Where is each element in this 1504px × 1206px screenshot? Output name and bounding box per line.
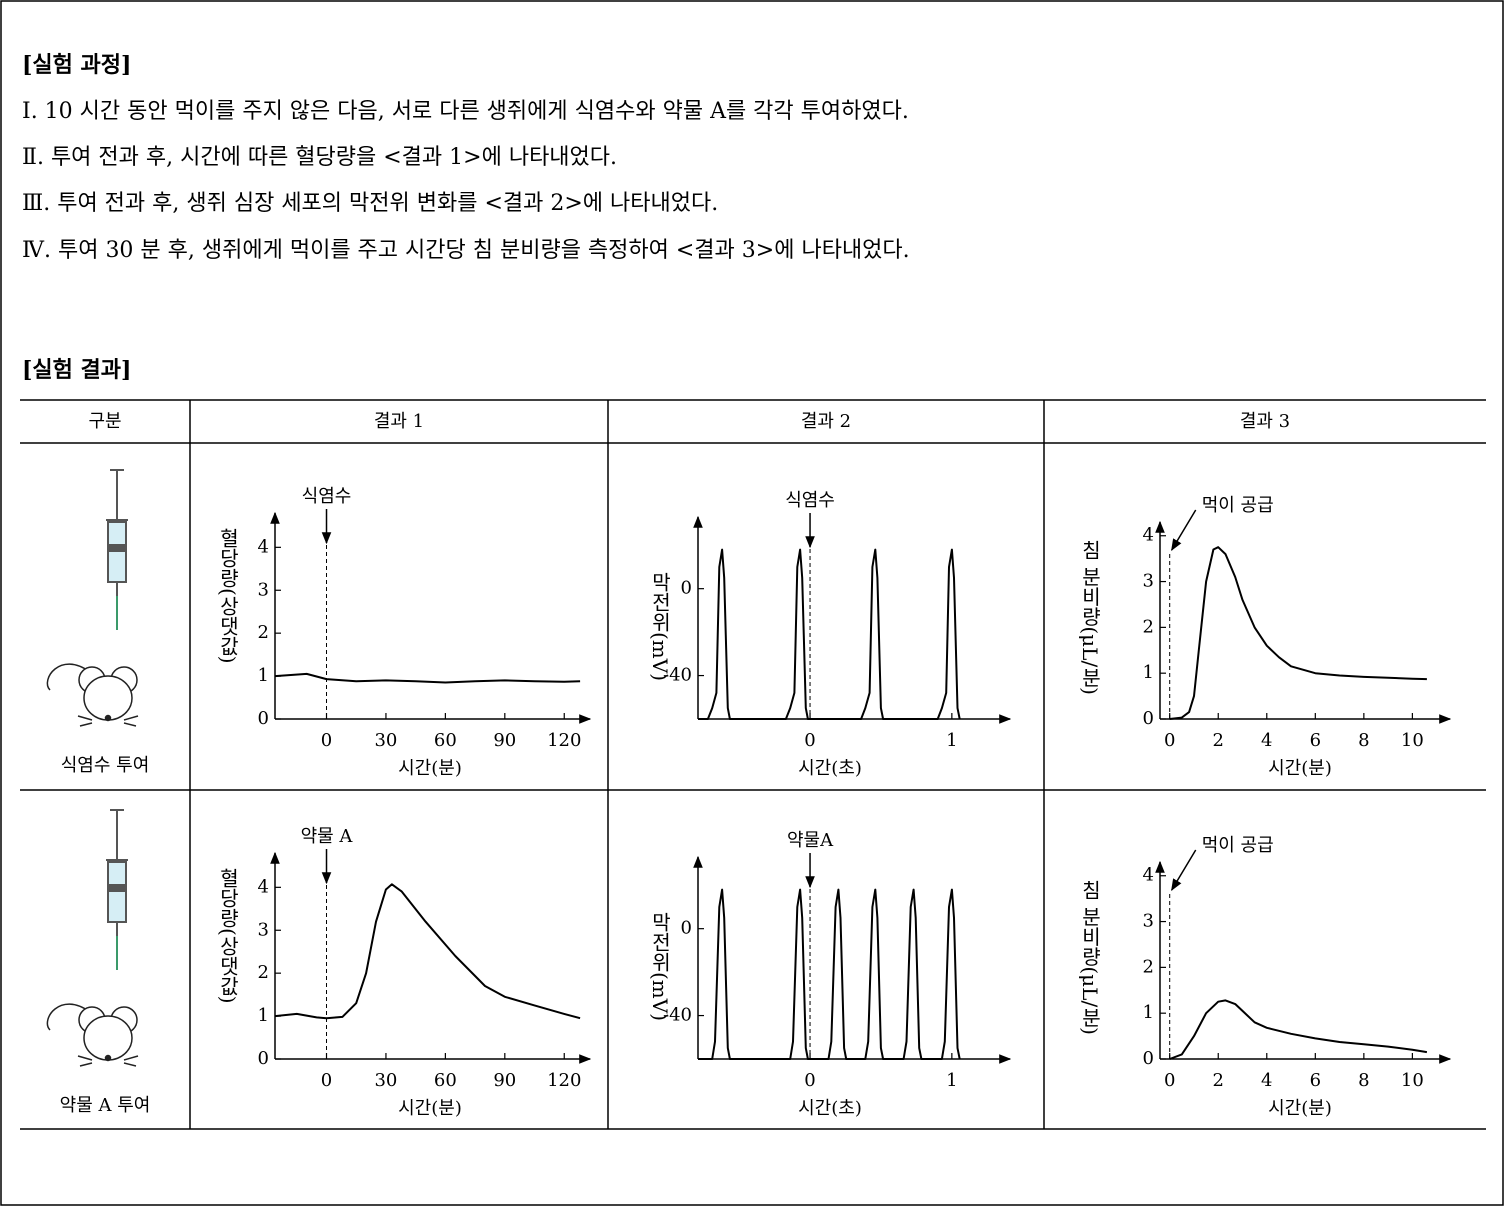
x-axis-label: 시간(분) <box>398 1098 462 1119</box>
procedure-step: Ⅲ. 투여 전과 후, 생쥐 심장 세포의 막전위 변화를 <결과 2>에 나타… <box>22 191 718 216</box>
x-tick-label: 2 <box>1213 730 1224 751</box>
y-tick-label: 1 <box>1143 662 1154 683</box>
x-axis-label: 시간(초) <box>798 758 862 779</box>
y-tick-label: 2 <box>258 962 269 983</box>
data-line <box>698 890 960 1059</box>
annotation: 약물 A <box>301 826 354 847</box>
y-tick-label: 4 <box>1143 525 1154 546</box>
y-tick-label: 2 <box>1143 956 1154 977</box>
annotation: 식염수 <box>785 490 835 511</box>
table-header: 결과 1 <box>374 411 424 432</box>
y-tick-label: 4 <box>258 876 269 897</box>
table-header: 구분 <box>88 411 121 432</box>
data-line <box>275 884 580 1018</box>
annotation: 먹이 공급 <box>1202 495 1274 516</box>
data-line <box>698 550 960 719</box>
data-line <box>1170 1000 1427 1059</box>
y-tick-label: 4 <box>1143 865 1154 886</box>
x-tick-label: 6 <box>1310 1070 1321 1091</box>
y-tick-label: 1 <box>258 665 269 686</box>
x-tick-label: 90 <box>493 730 516 751</box>
y-tick-label: 3 <box>1143 911 1154 932</box>
x-tick-label: 1 <box>946 1070 957 1091</box>
y-tick-label: 0 <box>258 1048 269 1069</box>
x-tick-label: 0 <box>804 730 815 751</box>
y-axis-label: 막전위(mV) <box>648 912 672 1021</box>
x-tick-label: 1 <box>946 730 957 751</box>
data-line <box>1170 547 1427 719</box>
procedure-title: [실험 과정] <box>22 52 131 78</box>
x-tick-label: 6 <box>1310 730 1321 751</box>
x-tick-label: 30 <box>374 1070 397 1091</box>
x-tick-label: 60 <box>434 1070 457 1091</box>
x-tick-label: 0 <box>1164 1070 1175 1091</box>
y-tick-label: 0 <box>681 918 692 939</box>
x-tick-label: 120 <box>547 1070 581 1091</box>
x-tick-label: 30 <box>374 730 397 751</box>
y-tick-label: 3 <box>1143 571 1154 592</box>
annotation-arrow <box>1172 850 1196 890</box>
x-tick-label: 4 <box>1261 1070 1272 1091</box>
x-tick-label: 10 <box>1401 1070 1424 1091</box>
y-tick-label: 2 <box>258 622 269 643</box>
y-tick-label: 3 <box>258 579 269 600</box>
annotation: 약물A <box>787 830 834 851</box>
y-tick-label: 0 <box>258 708 269 729</box>
row-label: 약물 A 투여 <box>60 1095 151 1116</box>
y-axis-label: 막전위(mV) <box>648 572 672 681</box>
y-tick-label: 3 <box>258 919 269 940</box>
y-tick-label: 1 <box>1143 1002 1154 1023</box>
y-axis-label: 침 분비량(μL/분) <box>1078 540 1102 695</box>
x-axis-label: 시간(분) <box>398 758 462 779</box>
procedure-step: Ⅱ. 투여 전과 후, 시간에 따른 혈당량을 <결과 1>에 나타내었다. <box>22 145 617 170</box>
y-tick-label: 0 <box>1143 1048 1154 1069</box>
procedure-step: Ⅳ. 투여 30 분 후, 생쥐에게 먹이를 주고 시간당 침 분비량을 측정하… <box>22 238 910 263</box>
x-tick-label: 120 <box>547 730 581 751</box>
icon <box>47 470 138 726</box>
y-tick-label: 0 <box>1143 708 1154 729</box>
y-tick-label: 0 <box>681 578 692 599</box>
annotation: 식염수 <box>302 486 352 507</box>
x-axis-label: 시간(분) <box>1268 1098 1332 1119</box>
results-title: [실험 결과] <box>22 357 131 383</box>
table-header: 결과 3 <box>1240 411 1290 432</box>
x-tick-label: 0 <box>804 1070 815 1091</box>
x-tick-label: 4 <box>1261 730 1272 751</box>
y-axis-label: 혈당량(상댓값) <box>216 868 240 1004</box>
y-tick-label: 2 <box>1143 616 1154 637</box>
x-tick-label: 0 <box>1164 730 1175 751</box>
x-axis-label: 시간(분) <box>1268 758 1332 779</box>
x-tick-label: 60 <box>434 730 457 751</box>
x-tick-label: 0 <box>321 1070 332 1091</box>
y-axis-label: 혈당량(상댓값) <box>216 528 240 664</box>
x-tick-label: 10 <box>1401 730 1424 751</box>
x-tick-label: 2 <box>1213 1070 1224 1091</box>
x-tick-label: 8 <box>1358 1070 1369 1091</box>
table-header: 결과 2 <box>801 411 851 432</box>
icon <box>47 810 138 1066</box>
page: [실험 과정] Ⅰ. 10 시간 동안 먹이를 주지 않은 다음, 서로 다른 … <box>0 0 1504 1206</box>
y-axis-label: 침 분비량(μL/분) <box>1078 880 1102 1035</box>
x-tick-label: 90 <box>493 1070 516 1091</box>
x-tick-label: 8 <box>1358 730 1369 751</box>
x-axis-label: 시간(초) <box>798 1098 862 1119</box>
row-label: 식염수 투여 <box>61 755 150 776</box>
annotation-arrow <box>1172 510 1196 550</box>
y-tick-label: 4 <box>258 536 269 557</box>
x-tick-label: 0 <box>321 730 332 751</box>
data-line <box>275 674 580 683</box>
annotation: 먹이 공급 <box>1202 835 1274 856</box>
procedure-step: Ⅰ. 10 시간 동안 먹이를 주지 않은 다음, 서로 다른 생쥐에게 식염수… <box>22 99 909 124</box>
y-tick-label: 1 <box>258 1005 269 1026</box>
